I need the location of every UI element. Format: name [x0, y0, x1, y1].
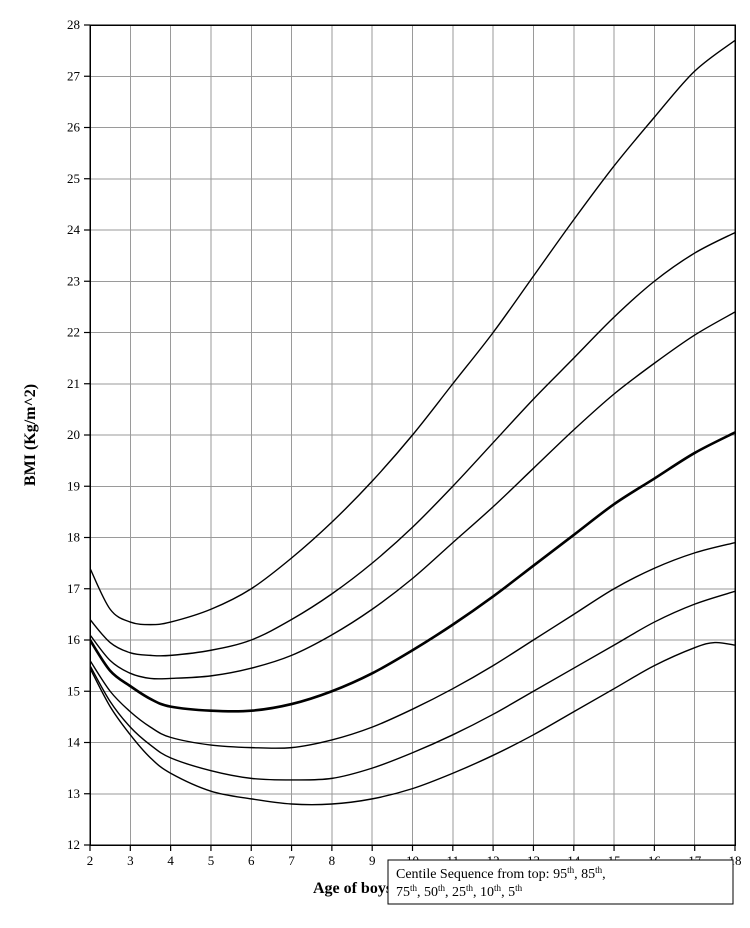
y-tick-label: 23	[67, 273, 80, 288]
y-tick-label: 25	[67, 171, 80, 186]
y-axis-label: BMI (Kg/m^2)	[22, 384, 39, 486]
x-tick-label: 6	[248, 853, 255, 868]
y-tick-label: 15	[67, 683, 80, 698]
x-tick-label: 5	[208, 853, 215, 868]
y-tick-label: 12	[67, 837, 80, 852]
y-tick-label: 26	[67, 120, 81, 135]
x-axis-label: Age of boys	[313, 880, 392, 897]
x-tick-label: 9	[369, 853, 376, 868]
y-tick-label: 13	[67, 786, 80, 801]
y-tick-label: 17	[67, 581, 81, 596]
y-tick-label: 19	[67, 478, 80, 493]
x-tick-label: 2	[87, 853, 94, 868]
y-tick-label: 22	[67, 325, 80, 340]
x-tick-label: 7	[288, 853, 295, 868]
y-tick-label: 14	[67, 735, 81, 750]
chart-svg: 2345678910111213141516171812131415161718…	[0, 0, 750, 928]
legend-text: Centile Sequence from top: 95th, 85th,	[396, 865, 606, 882]
x-tick-label: 4	[167, 853, 174, 868]
bmi-centile-chart: 2345678910111213141516171812131415161718…	[0, 0, 750, 928]
y-tick-label: 16	[67, 632, 81, 647]
y-tick-label: 27	[67, 68, 81, 83]
x-tick-label: 3	[127, 853, 134, 868]
y-tick-label: 21	[67, 376, 80, 391]
y-tick-label: 18	[67, 530, 80, 545]
y-tick-label: 28	[67, 17, 80, 32]
x-tick-label: 8	[329, 853, 336, 868]
y-tick-label: 20	[67, 427, 80, 442]
y-tick-label: 24	[67, 222, 81, 237]
